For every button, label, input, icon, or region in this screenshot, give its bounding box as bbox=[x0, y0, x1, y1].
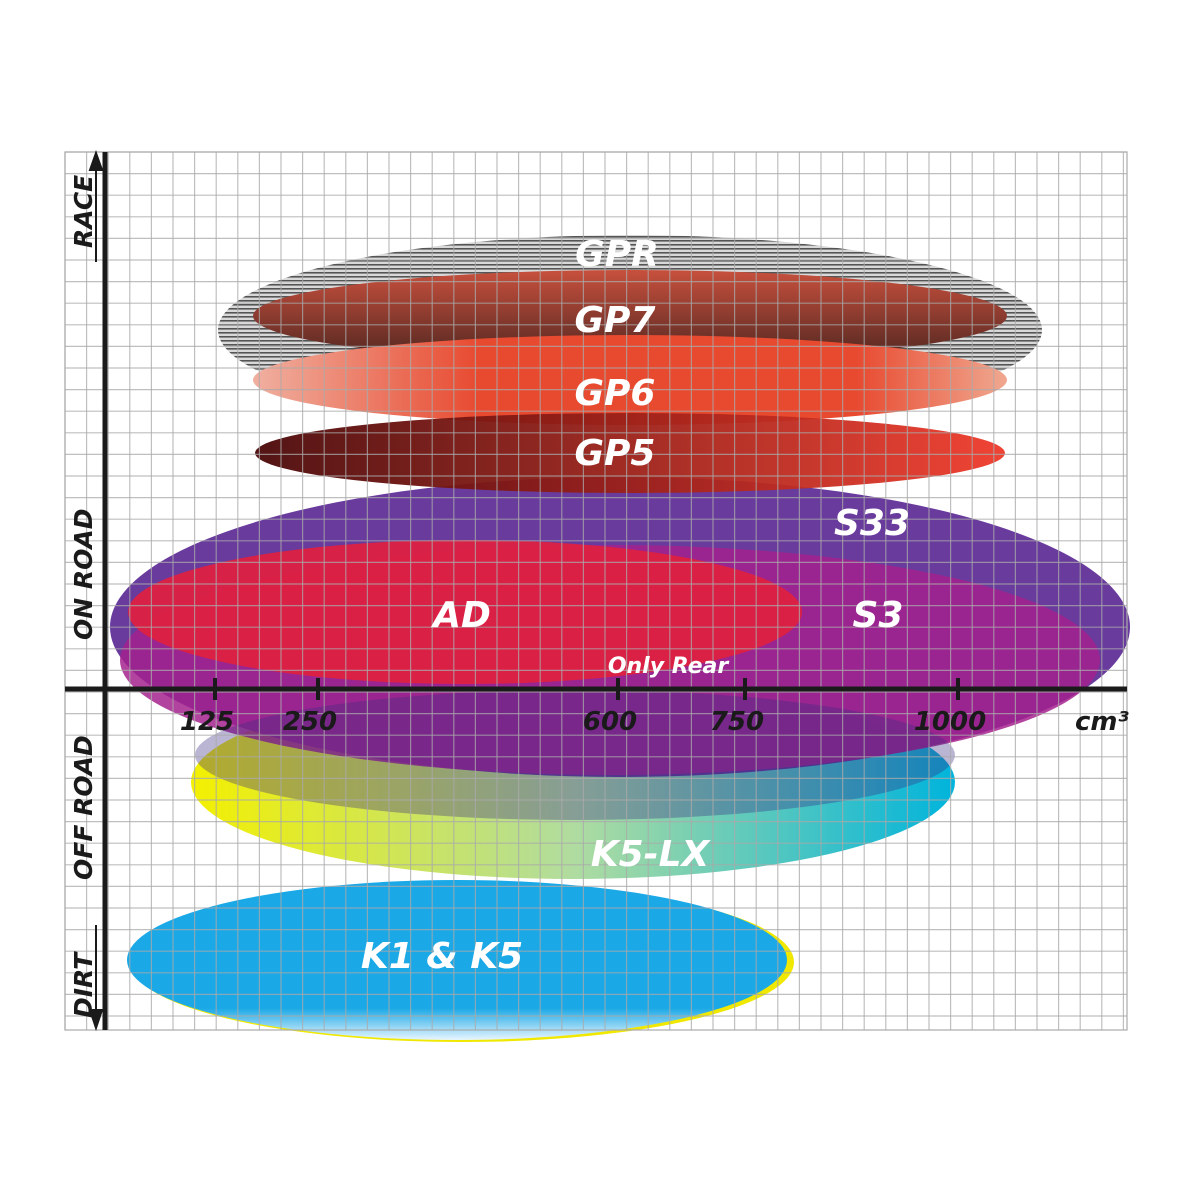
gp6-range bbox=[253, 335, 1007, 425]
label-gp6: GP6 bbox=[575, 373, 656, 414]
label-s33: S33 bbox=[834, 503, 910, 544]
k1-k5-range bbox=[127, 880, 787, 1040]
dirt-arrow-icon bbox=[88, 925, 104, 1032]
x-tick-label: 125 bbox=[180, 707, 234, 737]
grid-border bbox=[64, 151, 1128, 1031]
x-tick-label: 1000 bbox=[914, 707, 986, 737]
label-ad: AD bbox=[430, 595, 491, 636]
x-tick-label: 600 bbox=[583, 707, 637, 737]
label-dirt: DIRT bbox=[69, 951, 98, 1018]
k5-lx-overlap bbox=[195, 690, 955, 820]
label-gp7: GP7 bbox=[575, 300, 656, 341]
x-tick-label: 750 bbox=[710, 707, 764, 737]
x-tick-label: 250 bbox=[283, 707, 337, 737]
label-off-road: OFF ROAD bbox=[69, 735, 98, 880]
label-k1-k5: K1 & K5 bbox=[361, 936, 523, 977]
grid bbox=[64, 151, 1128, 1031]
label-gpr: GPR bbox=[575, 234, 659, 275]
label-k5-lx: K5-LX bbox=[591, 834, 712, 875]
label-gp5: GP5 bbox=[575, 433, 656, 474]
race-arrow-icon bbox=[88, 149, 104, 262]
label-on-road: ON ROAD bbox=[69, 509, 98, 640]
ad-range bbox=[128, 540, 802, 684]
label-only-rear: Only Rear bbox=[608, 654, 730, 679]
label-s3: S3 bbox=[853, 595, 904, 636]
gp7-range bbox=[253, 270, 1007, 362]
label-race: RACE bbox=[69, 175, 98, 248]
x-unit-label: cm³ bbox=[1075, 707, 1130, 737]
